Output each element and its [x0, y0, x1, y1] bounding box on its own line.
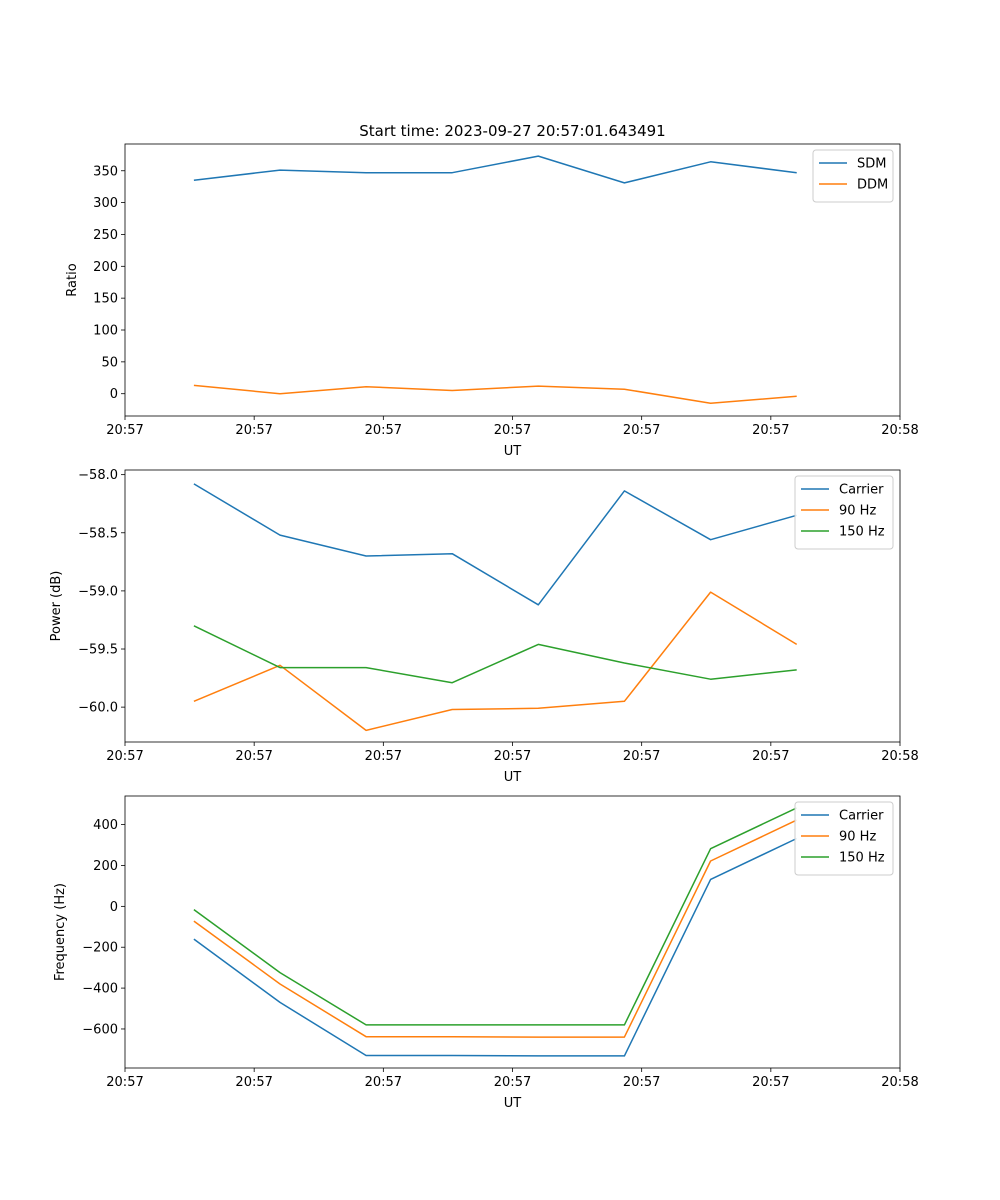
x-tick-label: 20:57 — [235, 1075, 272, 1090]
plot-area — [125, 470, 900, 742]
plot-area — [125, 144, 900, 416]
y-tick-label: −200 — [82, 941, 118, 956]
series-line-ddm — [193, 384, 797, 405]
chart-panel-ratio: 20:57 20:57 20:57 20:57 20:57 20:57 20:58 0 50 10… — [65, 143, 919, 459]
y-tick-label: 400 — [93, 818, 118, 833]
legend-label: 90 Hz — [839, 830, 876, 845]
legend-label: Carrier — [839, 483, 884, 498]
y-tick-label: 300 — [93, 196, 118, 211]
x-tick-label: 20:57 — [752, 423, 789, 438]
x-tick-label: 20:57 — [365, 749, 402, 764]
x-tick-label: 20:57 — [623, 749, 660, 764]
series-line-90-hz — [193, 591, 798, 732]
y-axis-label: Power (dB) — [49, 571, 64, 642]
x-tick-label: 20:58 — [881, 1075, 918, 1090]
legend: SDM DDM — [812, 149, 894, 203]
y-tick-label: −600 — [82, 1022, 118, 1037]
x-tick-label: 20:57 — [106, 423, 143, 438]
series-line-carrier — [193, 837, 798, 1057]
x-tick-label: 20:57 — [752, 1075, 789, 1090]
x-tick-label: 20:57 — [235, 749, 272, 764]
y-tick-label: 200 — [93, 859, 118, 874]
chart-panel-frequency: 20:57 20:57 20:57 20:57 20:57 20:57 20:58 −600 −… — [53, 795, 919, 1111]
x-tick-label: 20:57 — [494, 423, 531, 438]
x-tick-label: 20:57 — [752, 749, 789, 764]
series-line-carrier — [193, 483, 797, 606]
legend-label: 90 Hz — [839, 504, 876, 519]
x-tick-label: 20:57 — [623, 423, 660, 438]
x-tick-label: 20:57 — [365, 1075, 402, 1090]
x-axis-label: UT — [504, 444, 522, 459]
y-tick-label: −58.0 — [78, 468, 118, 483]
y-tick-label: −400 — [82, 982, 118, 997]
series-line-150-hz — [193, 625, 797, 684]
legend-label: DDM — [857, 178, 888, 193]
legend-label: 150 Hz — [839, 851, 885, 866]
legend: Carrier 90 Hz 150 Hz — [794, 475, 894, 550]
plot-frame — [124, 469, 901, 743]
series-line-90-hz — [193, 819, 798, 1038]
series-line-150-hz — [193, 807, 798, 1026]
x-tick-label: 20:57 — [106, 749, 143, 764]
figure-title: Start time: 2023-09-27 20:57:01.643491 — [359, 122, 665, 140]
y-axis-label: Ratio — [65, 263, 80, 296]
y-tick-label: −60.0 — [78, 701, 118, 716]
y-tick-label: −59.5 — [78, 643, 118, 658]
x-tick-label: 20:57 — [365, 423, 402, 438]
x-tick-label: 20:58 — [881, 749, 918, 764]
series-line-sdm — [193, 155, 797, 184]
y-tick-label: 50 — [101, 355, 118, 370]
x-tick-label: 20:57 — [235, 423, 272, 438]
y-axis-label: Frequency (Hz) — [53, 883, 68, 981]
y-tick-label: 0 — [110, 900, 118, 915]
x-axis-label: UT — [504, 770, 522, 785]
x-tick-label: 20:57 — [106, 1075, 143, 1090]
legend-label: Carrier — [839, 809, 884, 824]
legend-label: 150 Hz — [839, 525, 885, 540]
x-tick-label: 20:58 — [881, 423, 918, 438]
y-tick-label: 0 — [110, 387, 118, 402]
y-tick-label: 350 — [93, 164, 118, 179]
x-tick-label: 20:57 — [494, 1075, 531, 1090]
y-tick-label: 100 — [93, 324, 118, 339]
legend-label: SDM — [857, 157, 886, 172]
chart-panel-power: 20:57 20:57 20:57 20:57 20:57 20:57 20:58 −60.0… — [49, 468, 919, 785]
y-tick-label: 150 — [93, 292, 118, 307]
y-tick-label: 250 — [93, 228, 118, 243]
plot-frame — [124, 143, 901, 417]
legend: Carrier 90 Hz 150 Hz — [794, 801, 894, 876]
y-tick-label: −59.0 — [78, 584, 118, 599]
y-tick-label: −58.5 — [78, 526, 118, 541]
x-tick-label: 20:57 — [494, 749, 531, 764]
y-tick-label: 200 — [93, 260, 118, 275]
x-tick-label: 20:57 — [623, 1075, 660, 1090]
x-axis-label: UT — [504, 1096, 522, 1111]
plot-frame — [124, 795, 901, 1069]
plot-area — [125, 796, 900, 1068]
